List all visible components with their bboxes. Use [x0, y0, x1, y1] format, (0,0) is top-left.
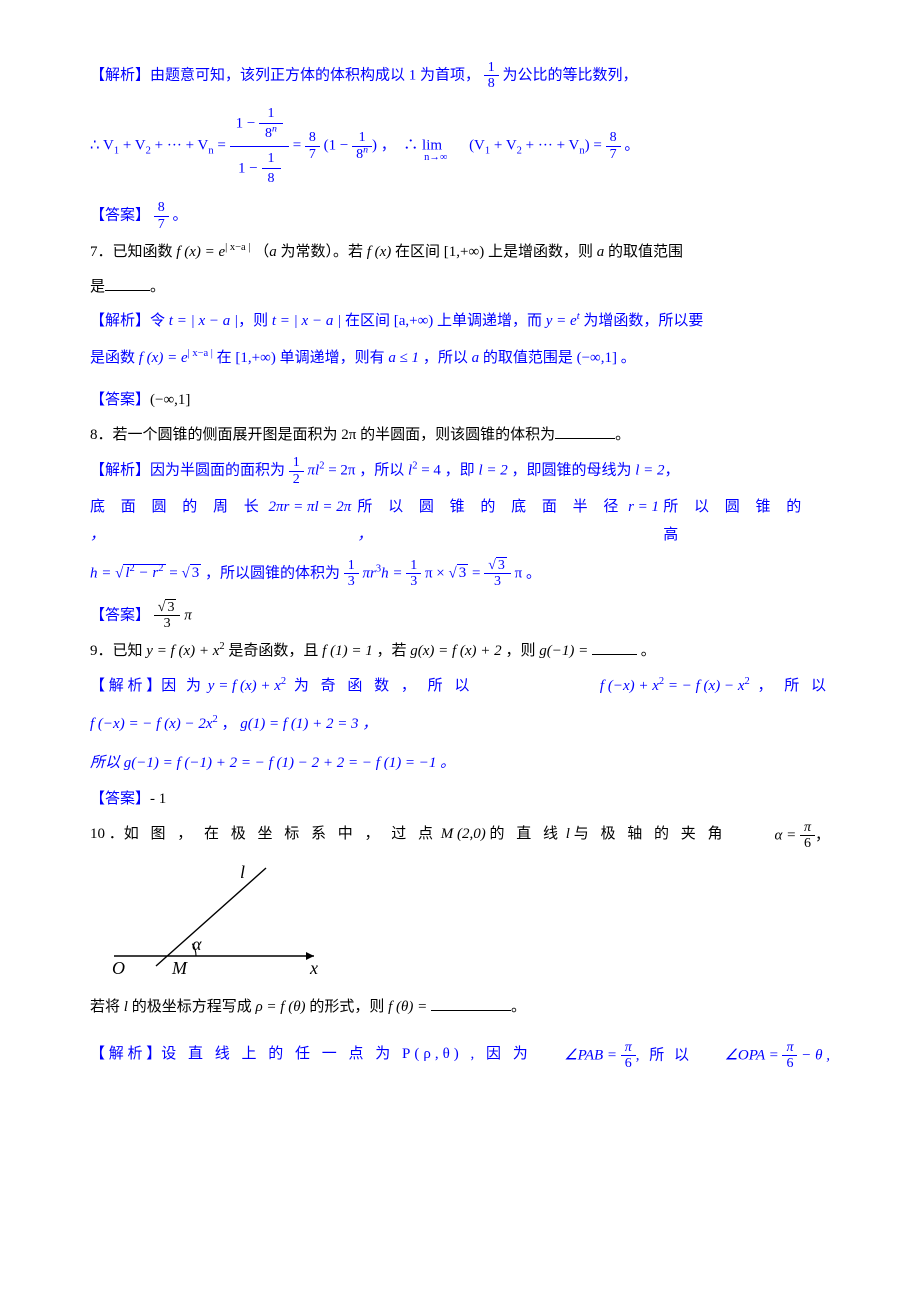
blank	[105, 276, 150, 291]
analysis-label: 【解析】	[90, 462, 150, 478]
q7: 7．已知函数 f (x) = e| x−a | （a 为常数）。若 f (x) …	[90, 238, 830, 267]
answer-label: 【答案】	[90, 607, 150, 623]
polar-diagram: O Mx l α	[100, 860, 830, 986]
pre-analysis-line1: 【解析】由题意可知，该列正方体的体积构成以 1 为首项， 18 为公比的等比数列…	[90, 60, 830, 92]
q8-answer: 【答案】 √33 π	[90, 600, 830, 632]
answer-label: 【答案】	[90, 208, 150, 224]
blank	[555, 424, 615, 439]
q10-analysis: 【 解 析 】设 直 线 上 的 任 一 点 为 P(ρ,θ) , 因 为 ∠P…	[90, 1040, 830, 1072]
q7-analysis-1: 【解析】令 t = | x − a |，则 t = | x − a | 在区间 …	[90, 307, 830, 336]
q7-answer: 【答案】(−∞,1]	[90, 386, 830, 415]
analysis-label: 【 解 析 】	[90, 1046, 161, 1062]
q7-analysis-2: 是函数 f (x) = e| x−a | 在 [1,+∞) 单调递增，则有 a …	[90, 344, 830, 373]
answer-label: 【答案】	[90, 392, 150, 408]
q10-line2: 若将 l 的极坐标方程写成 ρ = f (θ) 的形式，则 f (θ) = 。	[90, 993, 830, 1022]
q9-analysis-2: f (−x) = − f (x) − 2x2 ， g(1) = f (1) + …	[90, 710, 830, 739]
pre-eq: ∴ V1 + V2 + ··· + Vn = 1 − 18n 1 − 18 = …	[90, 102, 830, 191]
q8-analysis-3: h = √l2 − r2 = √3 ，所以圆锥的体积为 13 πr3h = 13…	[90, 558, 830, 590]
q8-analysis-1: 【解析】因为半圆面的面积为 12 πl2 = 2π ，所以 l2 = 4 ，即 …	[90, 455, 830, 487]
q9: 9．已知 y = f (x) + x2 是奇函数，且 f (1) = 1 ，若 …	[90, 637, 830, 666]
diagram-svg: O Mx l α	[100, 860, 340, 975]
q9-analysis-1: 【 解 析 】因 为 y = f (x) + x2 为 奇 函 数 ， 所 以 …	[90, 672, 830, 701]
analysis-label: 【解析】	[90, 313, 150, 329]
blank	[592, 640, 637, 655]
svg-text:x: x	[309, 958, 318, 975]
q8-analysis-2: 底 面 圆 的 周 长 2πr = πl = 2π ， 所 以 圆 锥 的 底 …	[90, 493, 830, 550]
svg-text:O: O	[112, 958, 125, 975]
q9-answer: 【答案】- 1	[90, 785, 830, 814]
svg-text:α: α	[192, 934, 202, 954]
svg-text:M: M	[171, 958, 188, 975]
svg-text:l: l	[240, 862, 245, 882]
analysis-label: 【解析】	[90, 67, 150, 83]
pre-answer: 【答案】 87 。	[90, 200, 830, 232]
q7-line2: 是。	[90, 273, 830, 302]
blank	[431, 996, 511, 1011]
answer-label: 【答案】	[90, 791, 150, 807]
q8: 8．若一个圆锥的侧面展开图是面积为 2π 的半圆面，则该圆锥的体积为。	[90, 421, 830, 450]
analysis-label: 【 解 析 】	[90, 678, 161, 694]
q9-analysis-3: 所以 g(−1) = f (−1) + 2 = − f (1) − 2 + 2 …	[90, 749, 830, 778]
q10-line1: 10 ．如 图 ， 在 极 坐 标 系 中 ， 过 点 M (2,0) 的 直 …	[90, 820, 830, 852]
